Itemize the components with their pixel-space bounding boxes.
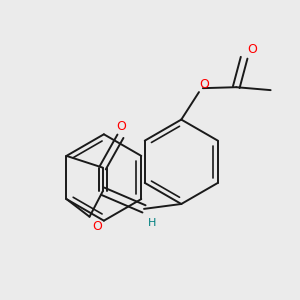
- Text: O: O: [92, 220, 102, 233]
- Text: O: O: [247, 44, 257, 56]
- Text: O: O: [116, 120, 126, 133]
- Text: O: O: [199, 78, 209, 91]
- Text: H: H: [148, 218, 156, 228]
